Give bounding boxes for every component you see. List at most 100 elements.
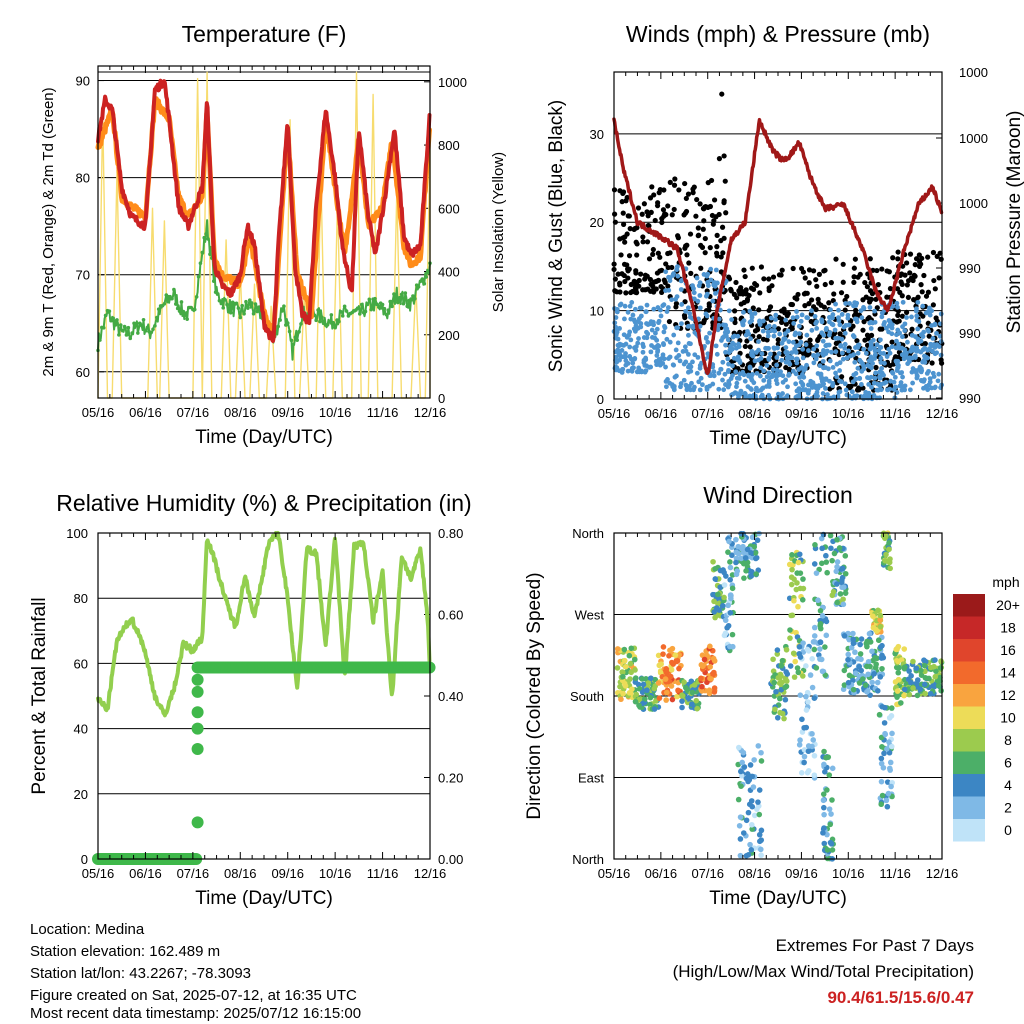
gust-point — [766, 287, 772, 294]
wind-point — [889, 325, 895, 331]
x-tick-label: 07/16 — [177, 866, 210, 881]
gust-point — [814, 283, 820, 289]
gust-point — [854, 338, 860, 344]
direction-point — [797, 570, 804, 576]
direction-point — [725, 622, 732, 629]
dewpoint-point — [318, 319, 322, 324]
wind-point — [866, 363, 872, 369]
wind-point — [932, 351, 938, 357]
gust-point — [905, 294, 911, 301]
direction-point — [668, 683, 675, 689]
direction-point — [813, 665, 820, 671]
direction-point — [743, 568, 749, 574]
wind-point — [742, 378, 748, 384]
y2-tick-label: 600 — [438, 201, 460, 216]
wind-point — [761, 377, 767, 383]
wind-point — [849, 389, 855, 395]
direction-point — [758, 846, 764, 853]
direction-point — [736, 822, 743, 829]
colorbar-label: 16 — [1000, 642, 1016, 658]
dewpoint-point — [314, 318, 318, 323]
direction-point — [886, 739, 892, 745]
direction-point — [840, 584, 847, 590]
wind-point — [868, 326, 874, 331]
gust-point — [760, 336, 767, 342]
direction-point — [824, 787, 830, 793]
wind-point — [799, 312, 805, 318]
direction-point — [699, 688, 705, 694]
wind-point — [800, 355, 806, 361]
direction-point — [877, 644, 884, 650]
wind-point — [631, 317, 637, 323]
wind-point — [824, 342, 830, 348]
wind-point — [910, 380, 916, 386]
direction-point — [796, 644, 803, 650]
direction-point — [848, 644, 855, 651]
wind-point — [697, 387, 703, 393]
recent-timestamp: Most recent data timestamp: 2025/07/12 1… — [30, 1005, 362, 1022]
dewpoint-point — [229, 311, 233, 315]
y-tick-label: 80 — [76, 171, 90, 186]
direction-point — [719, 603, 726, 609]
wind-point — [872, 346, 877, 351]
dewpoint-point — [337, 319, 341, 324]
gust-point — [855, 274, 861, 280]
gust-point — [895, 249, 901, 255]
direction-point — [774, 647, 781, 653]
dewpoint-point — [236, 306, 241, 310]
direction-point — [878, 801, 885, 808]
gust-point — [839, 374, 845, 380]
direction-point — [817, 607, 824, 614]
direction-point — [823, 552, 829, 559]
dewpoint-point — [107, 309, 112, 314]
gust-point — [904, 260, 910, 266]
wind-point — [648, 364, 654, 370]
gust-point — [874, 305, 880, 311]
direction-point — [882, 731, 889, 738]
direction-point — [817, 639, 824, 645]
gust-point — [758, 264, 765, 270]
direction-point — [906, 668, 912, 674]
direction-point — [817, 621, 824, 627]
wind-point — [747, 365, 753, 371]
wind-point — [713, 290, 718, 296]
wind-point — [833, 349, 839, 355]
gust-point — [809, 297, 815, 303]
wind-point — [758, 394, 764, 400]
gust-point — [644, 239, 651, 245]
y-axis-title: Sonic Wind & Gust (Blue, Black) — [546, 100, 567, 372]
y-tick-label: North — [572, 852, 604, 867]
gust-point — [930, 249, 937, 256]
wind-point — [623, 358, 629, 364]
direction-point — [787, 663, 794, 669]
wind-point — [695, 298, 701, 304]
direction-point — [789, 612, 796, 619]
wind-point — [914, 306, 919, 312]
wind-point — [628, 337, 634, 343]
wind-point — [747, 319, 753, 325]
direction-point — [622, 663, 629, 670]
wind-point — [892, 374, 898, 380]
colorbar-label: 10 — [1000, 710, 1016, 726]
direction-point — [885, 790, 892, 797]
wind-point — [787, 361, 793, 367]
direction-point — [778, 662, 785, 669]
direction-point — [858, 636, 865, 642]
direction-point — [631, 656, 638, 663]
direction-point — [664, 689, 670, 696]
colorbar-swatch — [953, 684, 985, 707]
gust-point — [617, 280, 623, 286]
dewpoint-point — [340, 314, 345, 318]
dewpoint-point — [367, 297, 372, 302]
gust-point — [682, 180, 688, 187]
direction-point — [864, 663, 870, 670]
wind-point — [895, 304, 900, 310]
pressure-series-line — [612, 117, 944, 376]
chart-title: Winds (mph) & Pressure (mb) — [626, 21, 930, 47]
direction-point — [670, 661, 677, 667]
wind-point — [661, 342, 667, 348]
direction-point — [715, 591, 721, 598]
direction-point — [626, 690, 633, 696]
dewpoint-point — [365, 302, 370, 307]
gust-point — [746, 292, 752, 299]
